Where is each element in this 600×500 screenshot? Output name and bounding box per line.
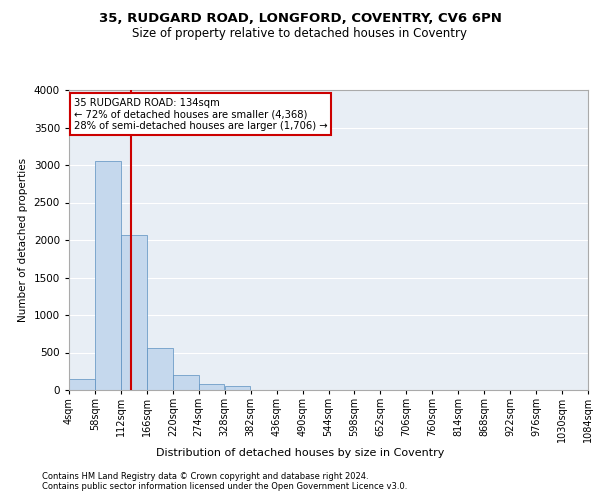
Bar xyxy=(95,160,121,390)
Bar xyxy=(69,379,95,390)
Bar xyxy=(199,384,224,390)
Bar xyxy=(225,386,250,390)
Bar xyxy=(121,235,146,390)
Text: Contains HM Land Registry data © Crown copyright and database right 2024.: Contains HM Land Registry data © Crown c… xyxy=(42,472,368,481)
Text: 35 RUDGARD ROAD: 134sqm
← 72% of detached houses are smaller (4,368)
28% of semi: 35 RUDGARD ROAD: 134sqm ← 72% of detache… xyxy=(74,98,328,130)
Text: Contains public sector information licensed under the Open Government Licence v3: Contains public sector information licen… xyxy=(42,482,407,491)
Y-axis label: Number of detached properties: Number of detached properties xyxy=(18,158,28,322)
Bar xyxy=(147,348,173,390)
Bar xyxy=(173,375,199,390)
Text: 35, RUDGARD ROAD, LONGFORD, COVENTRY, CV6 6PN: 35, RUDGARD ROAD, LONGFORD, COVENTRY, CV… xyxy=(98,12,502,26)
Text: Distribution of detached houses by size in Coventry: Distribution of detached houses by size … xyxy=(156,448,444,458)
Text: Size of property relative to detached houses in Coventry: Size of property relative to detached ho… xyxy=(133,28,467,40)
